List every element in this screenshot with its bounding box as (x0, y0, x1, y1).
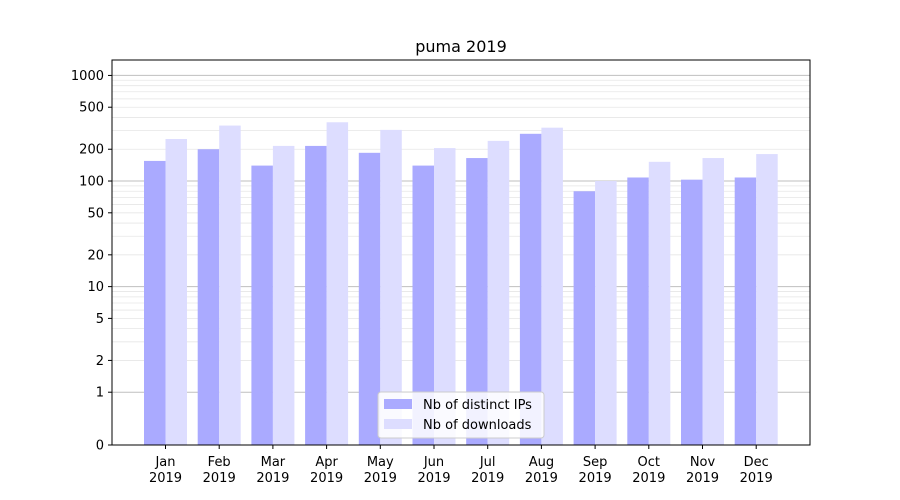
y-tick-label: 0 (96, 439, 104, 454)
bar-distinct-ips (251, 165, 273, 445)
bar-downloads (595, 181, 617, 445)
y-tick-label: 500 (79, 101, 104, 116)
x-tick-label-year: 2019 (686, 471, 719, 486)
bar-downloads (326, 122, 349, 445)
x-tick-label-year: 2019 (525, 471, 558, 486)
x-tick-label-month: Feb (208, 455, 231, 470)
y-tick-label: 10 (87, 280, 104, 295)
legend-label: Nb of downloads (423, 418, 532, 433)
x-tick-label-month: Apr (315, 455, 338, 470)
legend-box (377, 391, 545, 439)
y-tick-label: 1 (96, 386, 104, 401)
y-tick-label: 2 (96, 354, 104, 369)
y-tick-label: 100 (79, 175, 104, 190)
x-tick-label-month: Mar (261, 455, 286, 470)
x-tick-label-month: Oct (638, 455, 660, 470)
bar-downloads (380, 129, 402, 445)
legend-label: Nb of distinct IPs (423, 398, 532, 413)
bar-distinct-ips (144, 160, 166, 445)
x-tick-label-month: Aug (529, 455, 554, 470)
y-tick-label: 1000 (71, 69, 104, 84)
bar-distinct-ips (358, 152, 381, 445)
bars (144, 122, 778, 446)
bar-distinct-ips (681, 179, 703, 445)
x-tick-label-year: 2019 (471, 471, 504, 486)
x-tick-label-year: 2019 (417, 471, 450, 486)
y-tick-label: 5 (96, 312, 104, 327)
bar-distinct-ips (573, 191, 596, 445)
y-tick-label: 20 (87, 248, 104, 263)
x-tick-label-year: 2019 (203, 471, 236, 486)
bar-distinct-ips (519, 133, 542, 445)
bar-distinct-ips (466, 158, 488, 445)
x-tick-label-year: 2019 (310, 471, 343, 486)
bar-downloads (487, 140, 510, 446)
bar-downloads (648, 161, 671, 446)
bar-distinct-ips (305, 145, 327, 445)
x-tick-label-month: May (367, 455, 394, 470)
x-axis: Jan2019Feb2019Mar2019Apr2019May2019Jun20… (149, 445, 773, 486)
bar-downloads (272, 145, 295, 445)
x-tick-label-month: Nov (690, 455, 716, 470)
bar-distinct-ips (197, 149, 220, 445)
x-tick-label-year: 2019 (632, 471, 665, 486)
x-tick-label-month: Sep (583, 455, 608, 470)
x-tick-label-year: 2019 (740, 471, 773, 486)
legend-swatch (384, 419, 412, 429)
y-tick-label: 50 (87, 206, 104, 221)
x-tick-label-month: Jul (479, 455, 496, 470)
x-tick-label-month: Jan (154, 455, 175, 470)
bar-downloads (434, 148, 456, 446)
x-tick-label-year: 2019 (364, 471, 397, 486)
x-tick-label-month: Dec (744, 455, 769, 470)
bar-downloads (702, 158, 724, 445)
legend-swatch (384, 399, 412, 409)
x-tick-label-year: 2019 (149, 471, 182, 486)
y-axis: 0 1 2 5 10 20 50 100 200 500 1000 (71, 69, 112, 454)
plot-frame (111, 59, 811, 446)
legend: Nb of distinct IPs Nb of downloads (377, 391, 545, 439)
bar-distinct-ips (734, 177, 757, 446)
bar-downloads (756, 154, 778, 445)
bar-downloads (541, 127, 563, 445)
bar-downloads (219, 125, 241, 445)
x-tick-label-year: 2019 (256, 471, 289, 486)
bar-distinct-ips (412, 165, 434, 445)
y-tick-label: 200 (79, 143, 104, 158)
x-tick-label-month: Jun (423, 455, 444, 470)
chart-title: puma 2019 (415, 37, 507, 56)
bar-downloads (165, 139, 187, 446)
bar-distinct-ips (627, 177, 649, 446)
x-tick-label-year: 2019 (579, 471, 612, 486)
